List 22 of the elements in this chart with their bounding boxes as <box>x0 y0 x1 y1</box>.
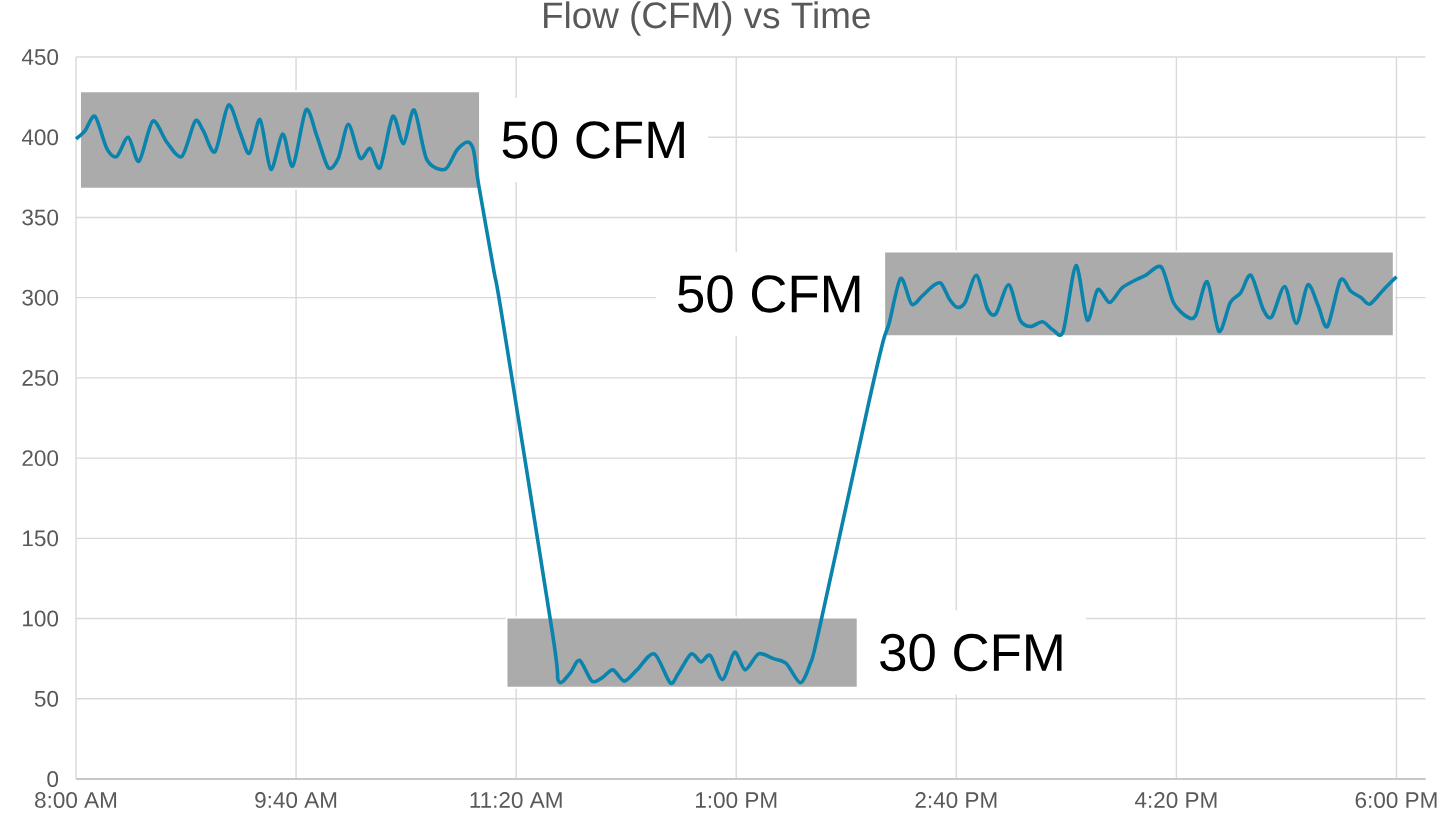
line-series <box>74 103 1399 685</box>
y-tick-label: 350 <box>22 209 59 226</box>
x-tick-label: 4:20 PM <box>1134 792 1217 808</box>
y-tick-label: 200 <box>22 450 59 467</box>
y-tick-label: 250 <box>22 369 59 386</box>
x-tick-label: 1:00 PM <box>696 792 777 808</box>
y-tick-label: 450 <box>21 49 59 65</box>
x-tick-label: 11:20 AM <box>470 792 562 808</box>
y-tick-label: 0 <box>47 771 59 787</box>
x-tick-label: 2:40 PM <box>915 792 997 808</box>
band-label: 50 CFM <box>678 275 860 313</box>
band-label: 30 CFM <box>880 633 1062 672</box>
x-tick-label: 6:00 PM <box>1355 792 1437 808</box>
y-tick-label: 50 <box>34 690 59 707</box>
x-tick-label: 8:00 AM <box>35 792 117 808</box>
chart-title: Flow (CFM) vs Time <box>544 1 870 36</box>
y-tick-label: 400 <box>21 129 59 146</box>
x-tick-label: 9:40 AM <box>255 792 337 808</box>
y-tick-label: 150 <box>23 530 59 547</box>
y-tick-label: 300 <box>22 289 59 306</box>
band-label: 50 CFM <box>502 121 684 159</box>
y-tick-label: 100 <box>23 610 59 627</box>
